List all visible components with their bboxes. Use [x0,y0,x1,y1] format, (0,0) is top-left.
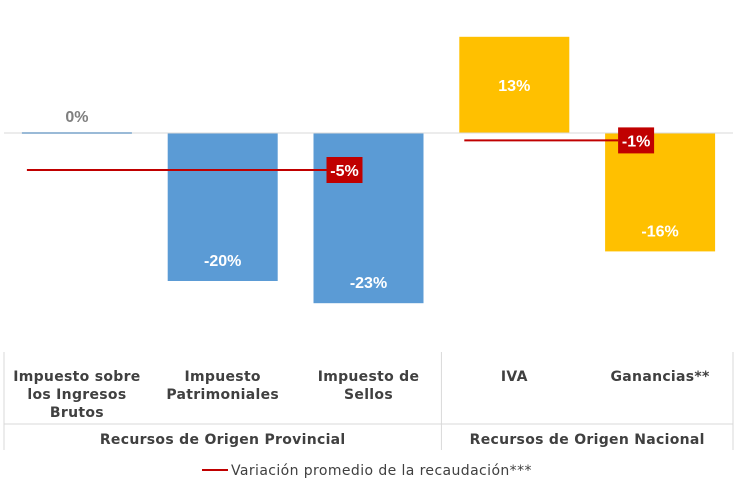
category-label-0: Impuesto sobre los Ingresos Brutos [13,369,140,421]
bar-3 [459,36,570,133]
bar-value-label-0: 0% [65,109,88,126]
bar-labels-layer: 0% -20% -23% 13% -16% [65,78,678,292]
bar-value-label-3: 13% [498,78,530,95]
bars-layer [21,36,716,304]
average-label-1: -1% [622,133,650,150]
legend-label: Variación promedio de la recaudación*** [231,463,532,479]
group-label-0: Recursos de Origen Provincial [100,432,346,448]
bar-value-label-4: -16% [641,223,678,240]
category-label-4: Ganancias** [611,369,711,385]
category-label-1: Impuesto Patrimoniales [166,369,279,403]
average-label-0: -5% [330,163,358,180]
bar-1 [167,133,278,281]
category-axis: Impuesto sobre los Ingresos Brutos Impuesto… [3,352,734,450]
bar-value-label-1: -20% [204,253,241,270]
average-label-box-0 [326,157,363,183]
category-label-2: Impuesto de Sellos [318,369,420,403]
average-label-box-1 [618,127,655,154]
legend: Variación promedio de la recaudación*** [202,463,532,479]
average-lines-layer: -5% -1% [26,127,655,183]
bar-value-label-2: -23% [350,275,387,292]
category-label-3: IVA [501,369,528,385]
group-label-1: Recursos de Origen Nacional [470,432,705,448]
